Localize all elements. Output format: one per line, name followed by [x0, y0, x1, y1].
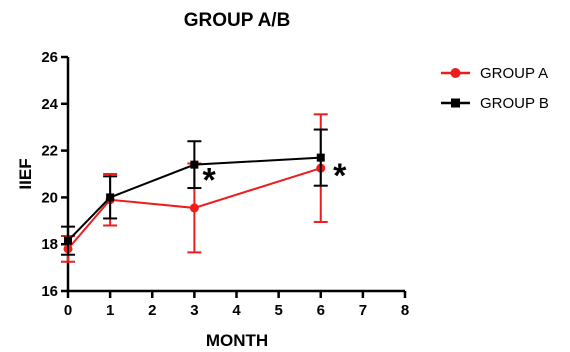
significance-marker: * [333, 157, 347, 195]
y-tick-label: 16 [41, 283, 58, 300]
legend-marker [450, 68, 461, 78]
x-tick-label: 6 [317, 302, 325, 319]
group-b-point [190, 160, 199, 169]
x-tick-label: 2 [148, 302, 156, 319]
y-axis-label: IIEF [16, 158, 35, 189]
x-tick-label: 3 [190, 302, 198, 319]
x-tick-label: 0 [64, 302, 72, 319]
x-axis-label: MONTH [206, 331, 268, 350]
significance-marker: * [203, 162, 217, 200]
x-tick-label: 4 [232, 302, 241, 319]
group-b-point [64, 236, 72, 245]
y-tick-label: 22 [41, 143, 58, 160]
chart-title: GROUP A/B [184, 10, 291, 31]
x-tick-label: 5 [274, 302, 282, 319]
group-a-point [189, 203, 199, 213]
y-tick-label: 18 [41, 236, 58, 253]
legend: GROUP A GROUP B [441, 65, 549, 112]
y-tick-label: 20 [41, 189, 58, 206]
legend-label: GROUP A [480, 65, 548, 82]
group-b-line [67, 156, 321, 242]
y-tick-label: 24 [41, 96, 58, 113]
legend-marker [451, 98, 460, 108]
plot-area: * * [61, 113, 347, 263]
group-a-line [67, 167, 322, 250]
group-b-point [106, 193, 115, 202]
y-tick-label: 26 [41, 49, 58, 66]
group-b-point [316, 153, 325, 162]
x-tick-label: 1 [106, 302, 114, 319]
axes: 16 18 20 22 24 26 0 1 2 3 4 5 6 7 8 [41, 49, 409, 319]
legend-item-group-a: GROUP A [441, 65, 548, 82]
legend-label: GROUP B [480, 95, 549, 112]
x-tick-label: 8 [401, 302, 409, 319]
x-tick-label: 7 [359, 302, 367, 319]
legend-item-group-b: GROUP B [441, 95, 549, 112]
